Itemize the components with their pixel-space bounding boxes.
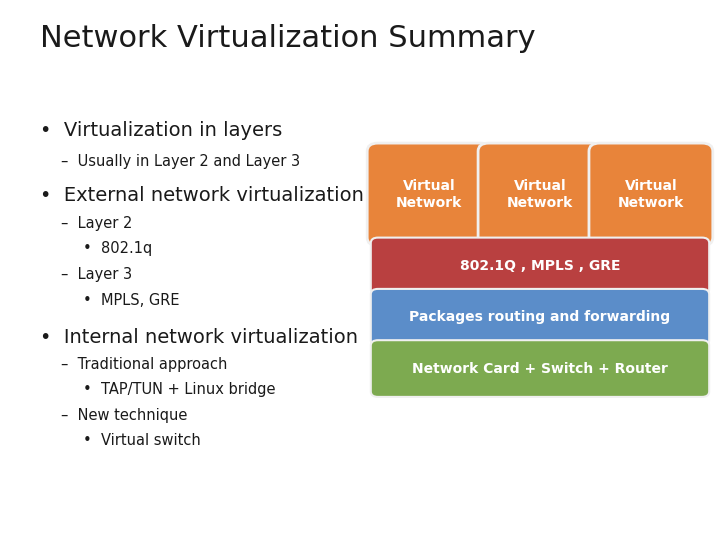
Text: –  Layer 2: – Layer 2 [61,216,132,231]
Text: –  Traditional approach: – Traditional approach [61,357,228,373]
Text: •  MPLS, GRE: • MPLS, GRE [83,293,179,308]
Text: Network Virtualization Summary: Network Virtualization Summary [40,24,535,53]
Text: •  Virtualization in layers: • Virtualization in layers [40,122,282,140]
Text: –  Usually in Layer 2 and Layer 3: – Usually in Layer 2 and Layer 3 [61,154,300,169]
Text: •  TAP/TUN + Linux bridge: • TAP/TUN + Linux bridge [83,382,275,397]
FancyBboxPatch shape [589,143,713,246]
Text: •  Internal network virtualization: • Internal network virtualization [40,328,358,347]
FancyBboxPatch shape [371,289,709,346]
FancyBboxPatch shape [478,143,602,246]
Text: –  Layer 3: – Layer 3 [61,267,132,282]
Text: •  External network virtualization: • External network virtualization [40,186,364,205]
FancyBboxPatch shape [367,143,491,246]
Text: Virtual
Network: Virtual Network [618,179,684,210]
Text: •  Virtual switch: • Virtual switch [83,433,201,448]
Text: –  New technique: – New technique [61,408,188,423]
Text: •  802.1q: • 802.1q [83,241,152,256]
Text: 802.1Q , MPLS , GRE: 802.1Q , MPLS , GRE [460,259,620,273]
FancyBboxPatch shape [371,340,709,397]
Text: Packages routing and forwarding: Packages routing and forwarding [410,310,670,324]
Text: Network Card + Switch + Router: Network Card + Switch + Router [412,362,668,375]
Text: Virtual
Network: Virtual Network [396,179,462,210]
Text: Virtual
Network: Virtual Network [507,179,573,210]
FancyBboxPatch shape [371,238,709,294]
